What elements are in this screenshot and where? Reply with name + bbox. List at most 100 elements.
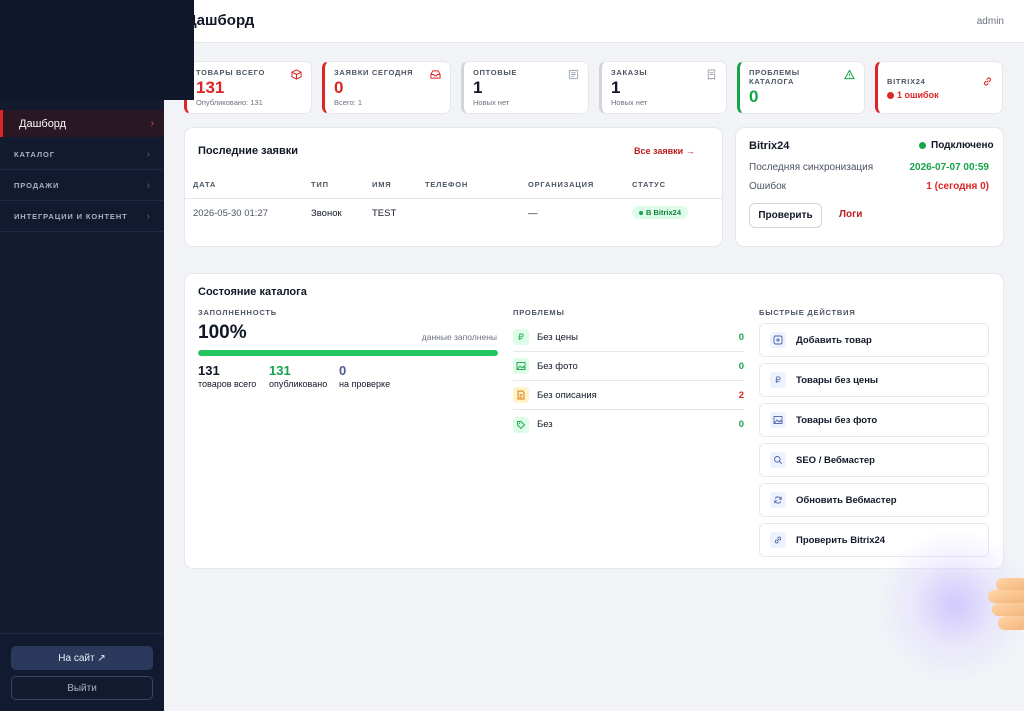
table-cell-organization[interactable]: — [528,208,538,219]
warning-icon [844,69,855,80]
stat-card-requests-today[interactable]: Заявки сегодня 0 Всего: 1 [322,61,451,114]
errors-label: Ошибок [749,181,787,192]
sidebar-item-dashboard[interactable]: Дашборд › [0,110,164,137]
problem-label: Без фото [537,360,578,372]
logout-button[interactable]: Выйти [11,676,153,700]
metric-label: товаров всего [198,379,257,389]
fill-progress-value [198,350,498,356]
stat-label: Заявки сегодня [334,68,414,77]
stat-card-wholesale[interactable]: Оптовые 1 Новых нет [461,61,589,114]
quick-action-label: SEO / Вебмастер [796,454,875,466]
stat-label: Товары всего [196,68,266,77]
fill-note: данные заполнены [421,332,497,342]
chevron-right-icon: › [146,149,150,160]
status-badge-text: В Bitrix24 [646,208,682,217]
problem-value: 2 [738,389,744,401]
problem-row-no-price[interactable]: ₽ Без цены 0 [513,323,744,352]
problem-row-no-tags[interactable]: Без 0 [513,410,744,439]
metric-label: опубликовано [269,379,328,389]
products-no-photo-button[interactable]: Товары без фото [759,403,989,437]
check-bitrix-button[interactable]: Проверить [749,203,822,228]
metric-label: на проверке [339,379,391,389]
metric-value: 131 [269,363,291,378]
chevron-right-icon: › [150,118,154,129]
stat-value: 1 [611,78,621,97]
column-header-status[interactable]: Статус [632,180,666,189]
stat-value: 0 [749,87,759,106]
tag-icon [513,416,529,433]
stat-card-catalog-problems[interactable]: Проблемы каталога 0 [737,61,865,114]
recent-requests-panel [184,127,723,247]
column-header-phone[interactable]: Телефон [425,180,469,189]
chevron-right-icon: › [146,211,150,222]
document-icon [513,387,529,403]
stat-label: Bitrix24 [887,77,926,86]
table-cell-type[interactable]: Звонок [311,208,342,219]
stat-card-products[interactable]: Товары всего 131 Опубликовано: 131 [184,61,312,114]
quick-action-label: Проверить Bitrix24 [796,534,886,546]
table-cell-date[interactable]: 2026-05-30 01:27 [193,208,269,219]
quick-action-label: Обновить Вебмастер [796,494,897,506]
chevron-right-icon: › [146,180,150,191]
problem-label: Без [537,419,553,430]
link-icon [770,532,786,548]
column-header-organization[interactable]: Организация [528,180,595,189]
column-header-name[interactable]: Имя [372,180,392,189]
sidebar-group-sales[interactable]: Продажи › [0,171,164,201]
recent-requests-title: Последние заявки [198,145,299,157]
quick-action-label: Товары без цены [796,374,879,386]
stat-label: Заказы [611,68,648,77]
column-header-date[interactable]: Дата [193,180,217,189]
sidebar-group-integrations[interactable]: Интеграции и контент › [0,202,164,232]
column-header-type[interactable]: Тип [311,180,329,189]
seo-webmaster-button[interactable]: SEO / Вебмастер [759,443,989,477]
user-name[interactable]: admin [976,16,1004,27]
fill-percent: 100% [198,322,247,343]
sidebar-group-catalog[interactable]: Каталог › [0,140,164,170]
errors-value: 1 (сегодня 0) [926,181,989,192]
products-no-price-button[interactable]: ₽ Товары без цены [759,363,989,397]
refresh-webmaster-button[interactable]: Обновить Вебмастер [759,483,989,517]
stat-sub: Всего: 1 [334,98,363,107]
stat-value: 1 [473,78,483,97]
sidebar-group-label: Продажи [14,181,60,190]
quick-action-label: Товары без фото [796,414,878,426]
problem-value: 0 [738,360,744,372]
ruble-icon: ₽ [770,372,786,388]
bitrix-connection-text: Подключено [931,140,994,151]
status-badge: В Bitrix24 [632,206,689,219]
last-sync-value: 2026-07-07 00:59 [909,162,989,173]
status-dot-icon [639,210,643,215]
all-requests-link[interactable]: Все заявки → [634,146,695,156]
sidebar-footer: На сайт ↗ Выйти [0,633,164,711]
bitrix-connection-status: Подключено [919,140,994,151]
receipt-icon [707,69,716,80]
last-sync-label: Последняя синхронизация [749,162,874,173]
stat-sub: Новых нет [611,98,648,107]
metric-value: 131 [198,363,220,378]
go-to-site-button[interactable]: На сайт ↗ [11,646,153,670]
refresh-icon [770,492,786,508]
pointing-hand-icon [988,578,1024,630]
sidebar-group-label: Интеграции и контент [14,212,128,221]
stat-label: Проблемы каталога [749,68,800,86]
add-product-button[interactable]: Добавить товар [759,323,989,357]
quick-action-label: Добавить товар [796,334,872,346]
fill-progress-bar [198,350,498,356]
sidebar-item-label: Дашборд [19,117,67,130]
sidebar-group-label: Каталог [14,150,55,159]
logs-link[interactable]: Логи [839,209,863,220]
problem-value: 0 [738,331,744,343]
stat-card-bitrix[interactable]: Bitrix24 1 ошибок [875,61,1003,114]
problems-label: Проблемы [513,308,565,317]
problem-row-no-photo[interactable]: Без фото 0 [513,352,744,381]
problem-row-no-description[interactable]: Без описания 2 [513,381,744,410]
table-cell-name[interactable]: TEST [372,208,397,219]
problem-label: Без цены [537,331,578,343]
link-icon [983,77,992,86]
stat-card-orders[interactable]: Заказы 1 Новых нет [599,61,727,114]
metric-published: 131 опубликовано [269,363,328,390]
fill-label: Заполненность [198,308,278,317]
stat-sub: Новых нет [473,98,510,107]
bitrix-panel-title: Bitrix24 [749,140,790,152]
